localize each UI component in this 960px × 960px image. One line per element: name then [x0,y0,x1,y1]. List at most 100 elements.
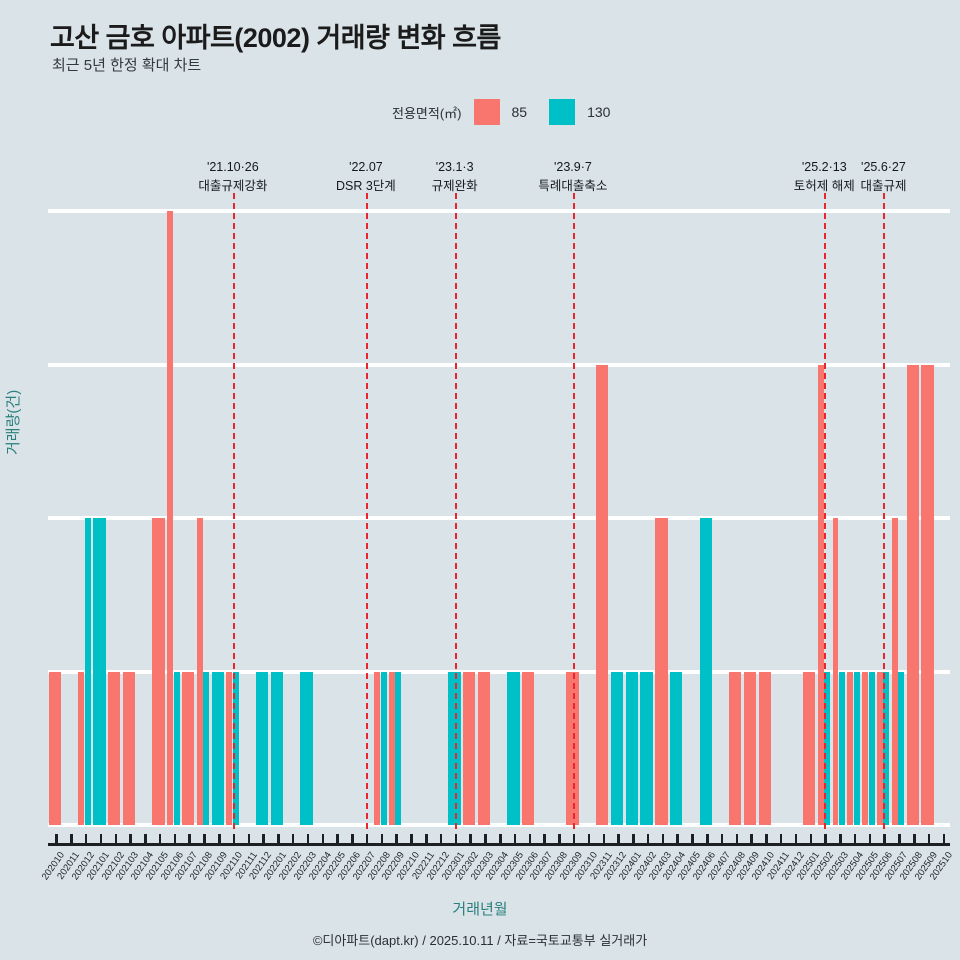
event-line-1 [232,193,235,829]
bar[interactable] [93,518,106,825]
bar[interactable] [566,671,579,825]
bar[interactable] [839,671,845,825]
bar[interactable] [862,671,869,825]
x-tick [499,834,502,846]
bar[interactable] [817,364,824,825]
x-tick [558,834,561,846]
bar[interactable] [232,671,239,825]
bar[interactable] [906,364,919,825]
bar-series-container [48,211,950,825]
x-tick [291,834,295,846]
x-tick [602,834,605,846]
bar[interactable] [758,671,772,825]
bar[interactable] [891,518,898,825]
bar[interactable] [448,671,461,825]
x-tick [646,834,650,846]
event-date: '22.07 [349,160,383,174]
bar[interactable] [108,671,121,825]
bar[interactable] [847,671,854,825]
bar[interactable] [876,671,883,825]
bar[interactable] [152,518,165,825]
bar[interactable] [625,671,638,825]
x-tick [336,834,339,846]
bar[interactable] [173,671,180,825]
event-label-6: '25.6·27 대출규제 [860,158,906,197]
bar[interactable] [167,211,174,825]
x-tick [425,834,428,846]
gridline [48,362,950,367]
bar[interactable] [655,518,668,825]
x-tick [351,834,354,846]
bar[interactable] [699,518,712,825]
x-tick [720,834,724,846]
event-line-6 [883,193,886,829]
bar[interactable] [226,671,233,825]
bar[interactable] [300,671,313,825]
bar[interactable] [462,671,476,825]
x-tick [632,834,635,846]
bar[interactable] [255,671,269,825]
legend-label-130: 130 [587,104,611,120]
x-tick [173,834,177,846]
bar[interactable] [669,671,683,825]
x-tick [218,834,221,846]
bar[interactable] [640,671,653,825]
y-axis-label: 거래량(건) [5,389,22,455]
x-tick [706,834,709,846]
bar[interactable] [522,671,535,825]
footer-credit: ©디아파트(dapt.kr) / 2025.10.11 / 자료=국토교통부 실… [312,933,648,948]
x-tick [794,834,798,846]
x-tick [927,834,931,846]
bar[interactable] [507,671,520,825]
gridline [48,209,950,213]
bar[interactable] [181,671,195,825]
bar[interactable] [374,671,381,825]
x-tick [617,834,620,846]
bar[interactable] [921,364,934,825]
legend-item-85[interactable]: 85 [473,99,550,125]
bar[interactable] [78,671,85,825]
event-date: '23.9·7 [553,160,592,174]
bar[interactable] [898,671,905,825]
event-date: '21.10·26 [206,160,259,174]
bar[interactable] [610,671,624,825]
x-tick [454,834,458,846]
x-tick [898,834,901,846]
x-tick [543,834,546,846]
x-tick [587,834,591,846]
gridline [48,823,950,827]
bar[interactable] [211,671,224,825]
x-tick [99,834,103,846]
bar[interactable] [122,671,136,825]
x-tick [883,834,886,846]
bar[interactable] [388,671,395,825]
x-tick [469,834,472,846]
bar[interactable] [84,518,91,825]
bar[interactable] [743,671,757,825]
x-tick [380,834,384,846]
x-tick [262,834,265,846]
legend-label-85: 85 [511,104,528,120]
bar[interactable] [868,671,875,825]
bar[interactable] [803,671,816,825]
bar[interactable] [824,671,831,825]
legend-item-130[interactable]: 130 [549,99,632,125]
bar[interactable] [196,518,203,825]
bar[interactable] [596,364,609,825]
bar[interactable] [853,671,860,825]
event-date: '23.1·3 [435,160,474,174]
event-name: 특례대출축소 [538,179,608,194]
bar[interactable] [395,671,402,825]
bar[interactable] [203,671,210,825]
bar[interactable] [729,671,742,825]
x-tick [70,834,73,846]
bar[interactable] [883,671,890,825]
bar[interactable] [380,671,387,825]
bar[interactable] [48,671,62,825]
bar[interactable] [270,671,284,825]
x-tick [188,834,191,846]
bar[interactable] [477,671,491,825]
x-tick [839,834,842,846]
x-tick [853,834,857,846]
bar[interactable] [832,518,839,825]
